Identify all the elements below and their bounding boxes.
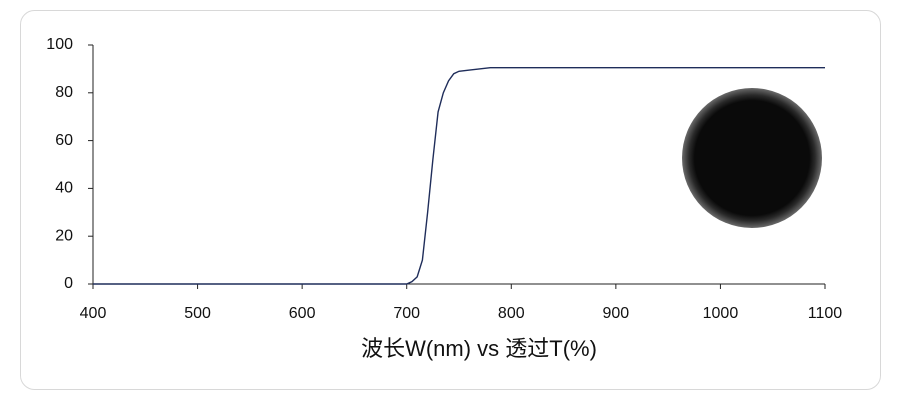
x-tick-label: 800 bbox=[498, 305, 525, 322]
y-tick-label: 0 bbox=[64, 275, 73, 292]
x-tick-label: 500 bbox=[184, 305, 211, 322]
card bbox=[20, 10, 881, 390]
y-tick-label: 80 bbox=[55, 84, 73, 101]
line-series bbox=[93, 67, 825, 285]
y-tick-label: 100 bbox=[46, 36, 73, 53]
y-tick-label: 40 bbox=[55, 180, 73, 197]
x-tick-label: 1000 bbox=[703, 305, 739, 322]
x-tick-label: 700 bbox=[393, 305, 420, 322]
x-tick-label: 900 bbox=[603, 305, 630, 322]
y-tick-label: 60 bbox=[55, 132, 73, 149]
x-axis-label: 波长W(nm) vs 透过T(%) bbox=[361, 336, 597, 361]
y-tick-label: 20 bbox=[55, 227, 73, 244]
filter-image bbox=[682, 88, 822, 228]
x-tick-label: 1100 bbox=[808, 305, 843, 322]
x-tick-label: 400 bbox=[80, 305, 107, 322]
x-tick-label: 600 bbox=[289, 305, 316, 322]
